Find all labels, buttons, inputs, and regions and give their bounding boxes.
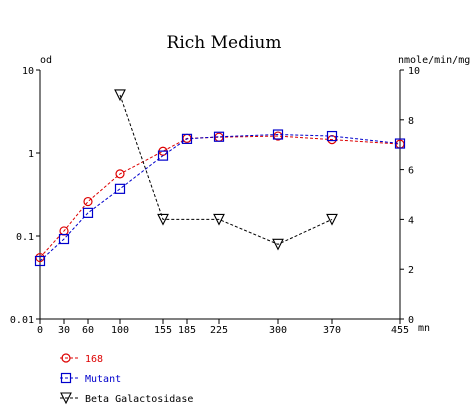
series-line-beta-galactosidase — [119, 94, 333, 245]
data-point-beta-galactosidase — [326, 213, 338, 226]
x-tick-label: 185 — [178, 325, 196, 336]
legend-item-beta-galactosidase: Beta Galactosidase — [60, 392, 193, 405]
x-ticks: 0 30 60 100 155 185 225 300 370 455 — [37, 319, 409, 336]
data-point-168 — [83, 196, 93, 207]
x-tick-label: 455 — [391, 325, 409, 336]
y-ticks: 0.01 0.1 1 10 — [10, 66, 40, 326]
y2-tick-label: 4 — [408, 215, 414, 226]
data-point-mutant — [272, 129, 284, 140]
x-tick-label: 60 — [82, 325, 94, 336]
x-tick-label: 225 — [210, 325, 228, 336]
y2-ticks: 0 2 4 6 8 10 — [400, 66, 420, 326]
legend-item-mutant: Mutant — [60, 372, 121, 385]
series-line-168 — [39, 135, 401, 258]
y-tick-label: 0.01 — [10, 315, 34, 326]
y2-tick-label: 8 — [408, 116, 414, 127]
x-axis-unit: mn — [418, 323, 430, 334]
data-point-mutant — [213, 131, 225, 142]
data-point-168 — [115, 169, 125, 179]
y-tick-label: 1 — [28, 149, 34, 160]
data-point-mutant — [114, 183, 126, 194]
series-mutant — [34, 129, 406, 267]
x-tick-label: 30 — [58, 325, 70, 336]
legend-marker-beta-galactosidase — [60, 392, 72, 405]
data-point-beta-galactosidase — [213, 213, 225, 226]
y-tick-label: 10 — [22, 66, 34, 77]
data-point-mutant — [34, 255, 46, 267]
legend-marker-168 — [61, 353, 71, 363]
x-tick-label: 155 — [154, 325, 172, 336]
y-tick-label: 0.1 — [16, 232, 34, 243]
y2-tick-label: 0 — [408, 315, 414, 326]
x-tick-label: 0 — [37, 325, 43, 336]
y2-tick-label: 10 — [408, 66, 420, 77]
legend: 168 Mutant Beta Galactosidase — [60, 353, 193, 405]
data-point-mutant — [157, 150, 169, 161]
legend-marker-mutant — [60, 372, 72, 384]
x-tick-label: 300 — [269, 325, 287, 336]
legend-label: 168 — [85, 354, 103, 365]
series-layer — [34, 89, 406, 267]
y2-tick-label: 6 — [408, 166, 414, 177]
data-point-mutant — [82, 207, 94, 218]
y2-axis-label: nmole/min/mg — [398, 55, 470, 66]
data-point-mutant — [181, 133, 193, 144]
x-tick-label: 100 — [111, 325, 129, 336]
series-168 — [35, 131, 405, 263]
data-point-beta-galactosidase — [157, 213, 169, 226]
legend-label: Beta Galactosidase — [85, 394, 193, 405]
x-tick-label: 370 — [323, 325, 341, 336]
y2-tick-label: 2 — [408, 265, 414, 276]
data-point-mutant — [58, 233, 70, 245]
y-axis-label: od — [40, 55, 52, 66]
data-point-mutant — [394, 138, 406, 149]
legend-label: Mutant — [85, 374, 121, 385]
data-point-beta-galactosidase — [272, 238, 284, 251]
legend-item-168: 168 — [60, 353, 103, 365]
series-line-mutant — [39, 134, 401, 262]
axes — [39, 70, 401, 320]
data-point-mutant — [326, 130, 338, 142]
data-point-beta-galactosidase — [114, 89, 126, 102]
chart-title: Rich Medium — [167, 33, 282, 53]
series-beta-galactosidase — [114, 89, 338, 251]
